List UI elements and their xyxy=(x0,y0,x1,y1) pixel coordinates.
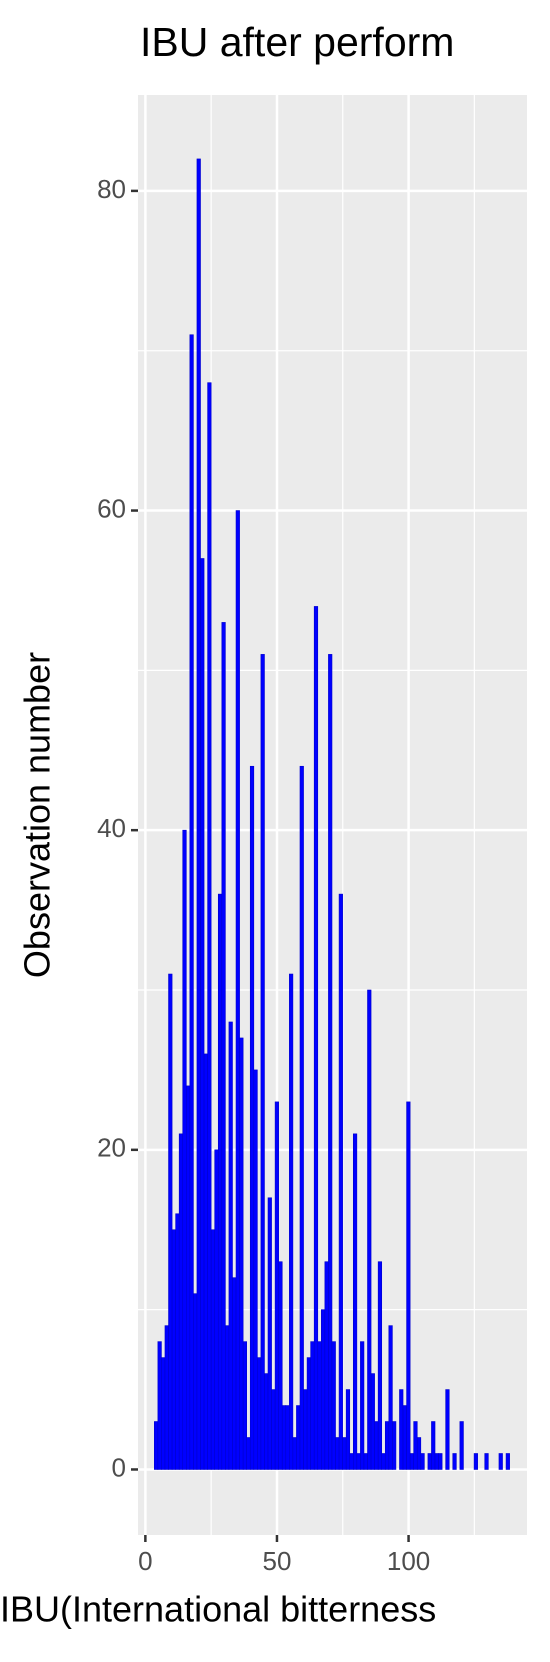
bar xyxy=(445,1389,450,1470)
bar xyxy=(257,1357,262,1470)
y-tick-label: 60 xyxy=(97,493,126,523)
bar xyxy=(267,1197,272,1470)
y-tick-label: 0 xyxy=(112,1452,126,1482)
bar xyxy=(207,382,212,1470)
bar xyxy=(249,765,255,1470)
bar xyxy=(214,1149,219,1470)
bar xyxy=(392,1421,397,1470)
bar xyxy=(246,1437,251,1470)
bar xyxy=(321,1309,326,1470)
bar xyxy=(416,1437,422,1470)
x-tick-label: 100 xyxy=(387,1546,430,1576)
bar xyxy=(434,1453,439,1470)
bar xyxy=(239,1037,244,1470)
bar xyxy=(452,1453,457,1470)
x-tick-label: 50 xyxy=(263,1546,292,1576)
bar xyxy=(310,1341,315,1470)
bar xyxy=(381,1453,386,1470)
bar xyxy=(193,1293,198,1470)
bar xyxy=(225,1325,230,1470)
x-axis-title: IBU(International bitterness xyxy=(0,1589,436,1630)
bar xyxy=(342,1437,347,1470)
bar xyxy=(296,1405,301,1470)
bar xyxy=(427,1453,432,1470)
bar xyxy=(228,1021,233,1470)
bar xyxy=(232,1277,237,1470)
bar xyxy=(171,1229,176,1470)
bar xyxy=(289,973,294,1470)
bar xyxy=(196,158,201,1470)
chart-title: IBU after perform xyxy=(140,19,454,65)
bar xyxy=(498,1453,503,1470)
bar xyxy=(271,1389,276,1470)
bar xyxy=(235,510,240,1470)
bar xyxy=(324,1261,329,1470)
bar xyxy=(185,1085,191,1470)
bar xyxy=(338,893,343,1470)
bar xyxy=(505,1453,510,1470)
bar xyxy=(175,1213,180,1470)
bar xyxy=(473,1453,478,1470)
bar xyxy=(306,1357,311,1470)
bar xyxy=(164,1325,169,1470)
bar xyxy=(406,1101,411,1470)
bar xyxy=(377,1261,383,1470)
bar xyxy=(182,829,187,1470)
bar xyxy=(210,1229,216,1470)
bar xyxy=(200,558,205,1470)
bar xyxy=(431,1421,436,1470)
bar xyxy=(253,1069,258,1470)
bar xyxy=(345,1389,351,1470)
bar xyxy=(331,1341,336,1470)
bar xyxy=(484,1453,489,1470)
y-tick-label: 80 xyxy=(97,174,126,204)
bar xyxy=(274,1101,279,1470)
y-axis-title: Observation number xyxy=(17,652,58,978)
bar xyxy=(388,1325,393,1470)
bar xyxy=(370,1373,375,1470)
bar xyxy=(264,1373,269,1470)
bar xyxy=(260,654,265,1470)
bar xyxy=(352,1133,358,1470)
bar xyxy=(420,1453,425,1470)
bar xyxy=(360,1341,365,1470)
y-tick-label: 40 xyxy=(97,813,126,843)
bar xyxy=(384,1421,390,1470)
bar xyxy=(242,1341,247,1470)
bar xyxy=(402,1405,407,1470)
bar xyxy=(374,1421,379,1470)
bar xyxy=(278,1261,283,1470)
bar xyxy=(313,606,319,1470)
bar xyxy=(292,1437,297,1470)
bar xyxy=(459,1421,464,1470)
bar xyxy=(189,334,194,1470)
bar xyxy=(438,1453,443,1470)
bar xyxy=(413,1421,418,1470)
bar xyxy=(367,989,372,1470)
bar xyxy=(281,1405,287,1470)
bar xyxy=(356,1453,361,1470)
bar xyxy=(157,1341,162,1470)
bar xyxy=(317,1341,322,1470)
bar xyxy=(363,1453,368,1470)
bar xyxy=(203,1053,208,1470)
x-tick-label: 0 xyxy=(138,1546,152,1576)
bar xyxy=(285,1405,290,1470)
y-tick-label: 20 xyxy=(97,1133,126,1163)
bar xyxy=(178,1133,184,1470)
bar xyxy=(335,1437,340,1470)
bar xyxy=(217,893,223,1470)
bar xyxy=(299,765,304,1470)
bar xyxy=(168,973,173,1470)
bar xyxy=(349,1453,354,1470)
bar xyxy=(221,622,226,1470)
bar xyxy=(161,1357,166,1470)
bar xyxy=(328,654,333,1470)
bar xyxy=(399,1389,404,1470)
bar xyxy=(154,1421,159,1470)
bar xyxy=(409,1453,414,1470)
bar xyxy=(303,1389,308,1470)
